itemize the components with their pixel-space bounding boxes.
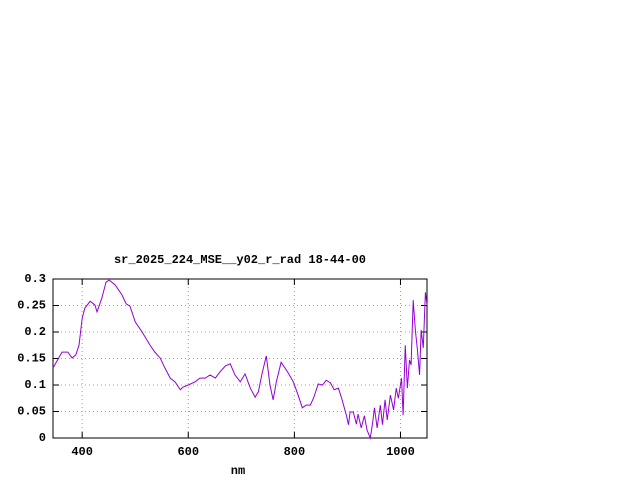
y-tick-label: 0.3: [24, 272, 46, 286]
data-line: [52, 279, 428, 440]
x-axis-label: nm: [231, 464, 245, 478]
x-tick-label: 1000: [386, 445, 415, 459]
y-tick-label: 0.15: [17, 352, 46, 366]
x-tick-label: 800: [284, 445, 306, 459]
plot-border: [52, 278, 428, 439]
y-tick-label: 0.1: [24, 378, 46, 392]
y-tick-label: 0.05: [17, 405, 46, 419]
chart-title: sr_2025_224_MSE__y02_r_rad 18-44-00: [114, 253, 366, 267]
y-tick-label: 0.2: [24, 325, 46, 339]
x-tick-label: 400: [71, 445, 93, 459]
y-tick-label: 0: [39, 431, 46, 445]
x-tick-label: 600: [177, 445, 199, 459]
y-tick-label: 0.25: [17, 299, 46, 313]
